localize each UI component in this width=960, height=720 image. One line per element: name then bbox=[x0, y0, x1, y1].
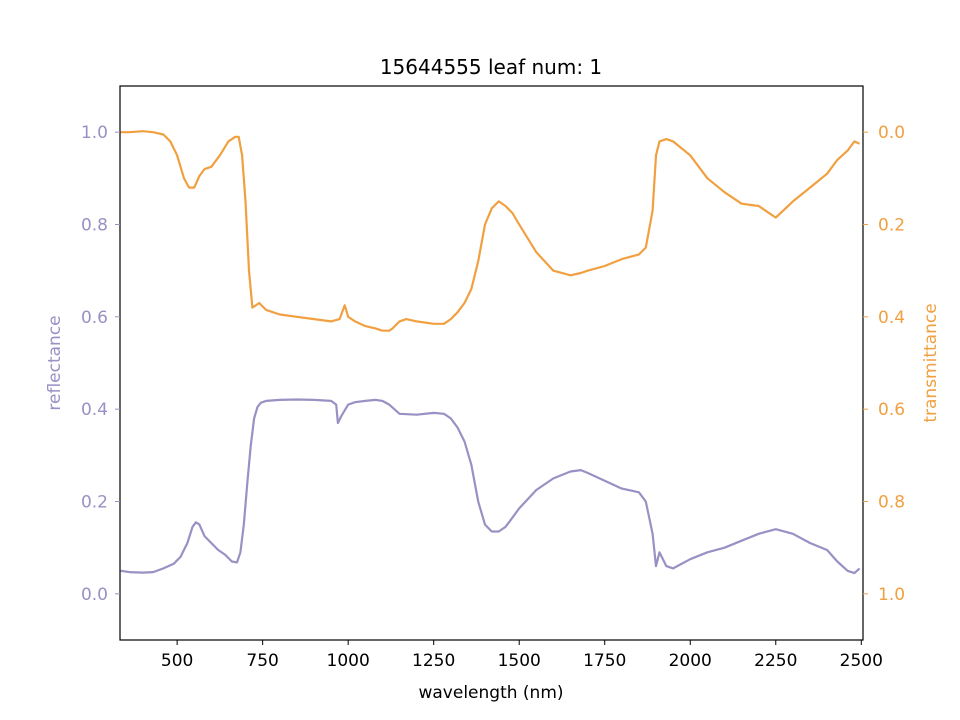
y-left-tick-label: 0.2 bbox=[81, 493, 108, 513]
y-axis-left: 0.0 0.2 0.4 0.6 0.8 1.0 bbox=[81, 123, 120, 605]
y-left-tick-label: 0.8 bbox=[81, 216, 108, 236]
y-axis-right: 0.0 0.2 0.4 0.6 0.8 1.0 bbox=[863, 123, 905, 605]
y-right-tick-label: 0.8 bbox=[878, 493, 905, 513]
x-axis-title: wavelength (nm) bbox=[418, 683, 563, 703]
y-right-tick-label: 1.0 bbox=[878, 585, 905, 605]
reflectance-line bbox=[120, 398, 861, 575]
plot-frame bbox=[119, 85, 864, 641]
y-axis-left-title: reflectance bbox=[45, 315, 65, 410]
x-tick-label: 2000 bbox=[669, 651, 712, 671]
x-tick-label: 1750 bbox=[583, 651, 626, 671]
y-right-tick-label: 0.2 bbox=[878, 216, 905, 236]
transmittance-line bbox=[120, 130, 861, 332]
transmittance-series bbox=[120, 130, 861, 332]
x-tick-label: 1000 bbox=[327, 651, 370, 671]
y-right-tick-label: 0.6 bbox=[878, 400, 905, 420]
y-left-tick-label: 1.0 bbox=[81, 123, 108, 143]
x-tick-label: 2250 bbox=[754, 651, 797, 671]
y-left-tick-label: 0.4 bbox=[81, 400, 108, 420]
y-right-tick-label: 0.4 bbox=[878, 308, 905, 328]
y-right-tick-label: 0.0 bbox=[878, 123, 905, 143]
chart-title: 15644555 leaf num: 1 bbox=[380, 55, 602, 79]
y-left-tick-label: 0.0 bbox=[81, 585, 108, 605]
y-left-tick-label: 0.6 bbox=[81, 308, 108, 328]
x-tick-label: 750 bbox=[246, 651, 278, 671]
reflectance-series bbox=[120, 398, 861, 575]
y-axis-right-title: transmittance bbox=[921, 303, 941, 422]
x-tick-label: 2500 bbox=[840, 651, 883, 671]
x-axis: 500 750 1000 1250 1500 1750 2000 2250 2500 bbox=[161, 640, 883, 671]
x-tick-label: 1500 bbox=[498, 651, 541, 671]
x-tick-label: 1250 bbox=[412, 651, 455, 671]
x-tick-label: 500 bbox=[161, 651, 193, 671]
